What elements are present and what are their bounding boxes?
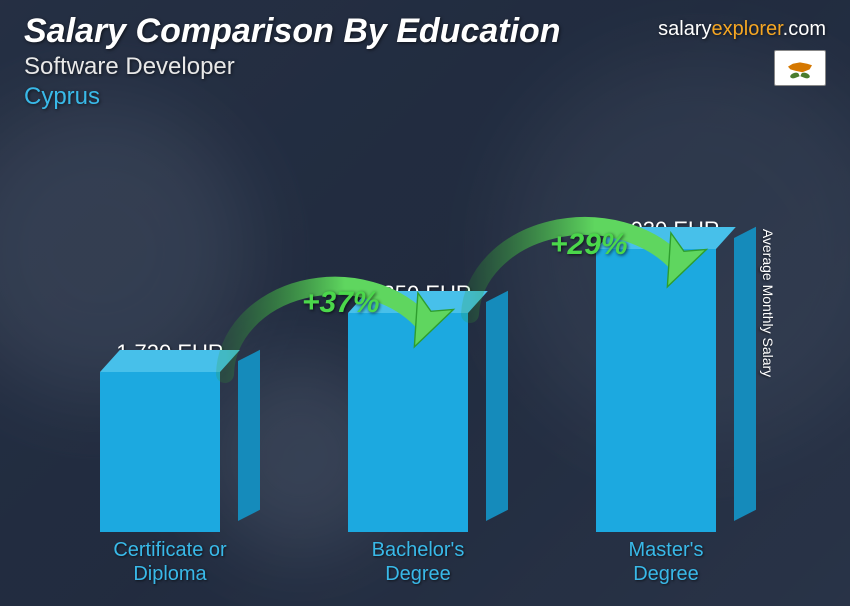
brand-prefix: salary — [658, 18, 711, 40]
country-flag-icon — [774, 50, 826, 86]
bar-category-label: Master'sDegree — [576, 538, 756, 586]
brand-logo: salaryexplorer.com — [658, 18, 826, 41]
bar-front-face — [100, 372, 220, 532]
bar-group: 1,720 EURCertificate orDiploma — [80, 342, 260, 586]
chart-subtitle: Software Developer — [24, 53, 826, 81]
bar-3d — [100, 372, 240, 532]
bar-group: 2,350 EURBachelor'sDegree — [328, 283, 508, 586]
brand-mid: explorer — [712, 18, 783, 40]
flag-leaves — [790, 73, 810, 79]
bar-top-face — [100, 350, 240, 372]
bar-category-label: Certificate orDiploma — [80, 538, 260, 586]
brand-suffix: .com — [783, 18, 826, 40]
bar-group: 3,030 EURMaster'sDegree — [576, 219, 756, 586]
bar-side-face — [734, 227, 756, 521]
chart-location: Cyprus — [24, 83, 826, 111]
bar-3d — [596, 249, 736, 532]
bar-side-face — [486, 291, 508, 521]
bar-category-label: Bachelor'sDegree — [328, 538, 508, 586]
increase-pct-label: +29% — [550, 228, 628, 262]
bar-side-face — [238, 350, 260, 521]
bar-chart: 1,720 EURCertificate orDiploma 2,350 EURB… — [60, 156, 770, 586]
bar-3d — [348, 313, 488, 532]
increase-pct-label: +37% — [302, 286, 380, 320]
bar-front-face — [596, 249, 716, 532]
bar-front-face — [348, 313, 468, 532]
